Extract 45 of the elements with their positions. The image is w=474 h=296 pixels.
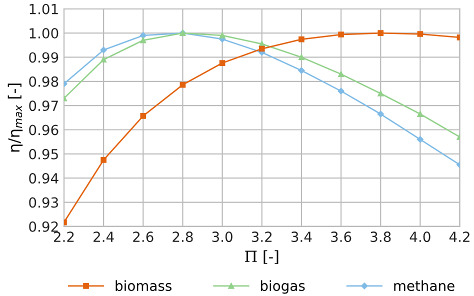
point	[298, 54, 304, 60]
point	[180, 82, 186, 88]
point	[100, 56, 106, 63]
x-tick-label: 3.2	[252, 232, 272, 242]
y-tick-label: 0.97	[29, 100, 58, 112]
y-tick-label: 1.00	[30, 28, 58, 39]
y-tick-label: 0.92	[29, 221, 58, 232]
point	[417, 31, 424, 37]
point	[338, 32, 344, 38]
y-tick-label: 0.93	[29, 197, 58, 208]
point	[338, 88, 344, 94]
point	[140, 32, 146, 39]
y-axis-title: η/η$_{max}$ [-]	[8, 84, 23, 152]
x-tick-label: 4.2	[449, 232, 470, 242]
y-tick-label: 0.99	[29, 52, 58, 63]
point	[100, 157, 106, 163]
y-tick-label: 0.96	[29, 124, 58, 136]
x-tick-label: 3.8	[370, 232, 391, 242]
y-tick-label: 0.94	[29, 173, 58, 184]
point	[219, 60, 226, 66]
legend-label: biomass	[116, 280, 172, 292]
point	[338, 71, 344, 78]
x-tick-label: 4.0	[410, 232, 430, 242]
y-tick-label: 0.98	[29, 76, 58, 87]
x-tick-label: 2.6	[133, 232, 154, 242]
y-tick-label: 1.01	[30, 4, 58, 14]
x-tick-label: 2.2	[54, 232, 74, 242]
point	[298, 67, 305, 74]
x-tick-label: 3.0	[212, 232, 232, 242]
point	[298, 36, 304, 42]
x-tick-label: 2.8	[172, 232, 193, 242]
y-tick-label: 0.95	[29, 148, 58, 160]
x-tick-label: 3.4	[291, 232, 312, 242]
point	[377, 110, 384, 118]
legend-label: methane	[394, 280, 454, 292]
point	[140, 113, 146, 119]
point	[140, 37, 146, 44]
point	[100, 46, 107, 54]
point	[416, 136, 424, 143]
x-tick-label: 2.4	[94, 232, 114, 242]
x-tick-label: 3.6	[331, 232, 352, 242]
point	[258, 46, 265, 52]
point	[378, 30, 384, 36]
legend-label: biogas	[260, 280, 305, 294]
x-axis-title: Π [-]	[245, 250, 278, 264]
